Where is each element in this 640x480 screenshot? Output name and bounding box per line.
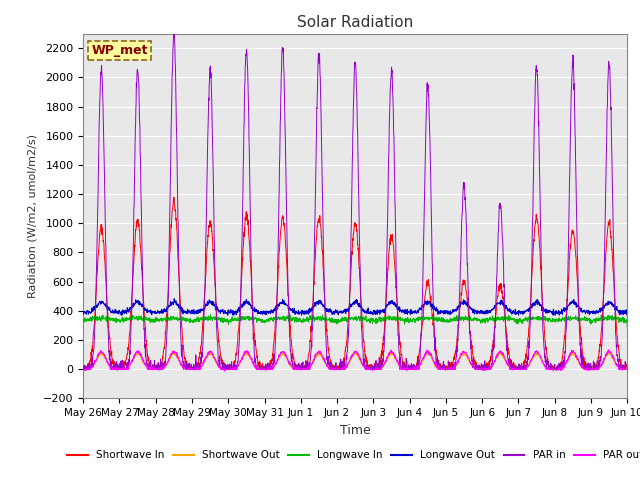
- X-axis label: Time: Time: [340, 424, 371, 437]
- Text: WP_met: WP_met: [92, 44, 148, 57]
- Title: Solar Radiation: Solar Radiation: [297, 15, 413, 30]
- Y-axis label: Radiation (W/m2, umol/m2/s): Radiation (W/m2, umol/m2/s): [28, 134, 37, 298]
- Legend: Shortwave In, Shortwave Out, Longwave In, Longwave Out, PAR in, PAR out: Shortwave In, Shortwave Out, Longwave In…: [63, 446, 640, 464]
